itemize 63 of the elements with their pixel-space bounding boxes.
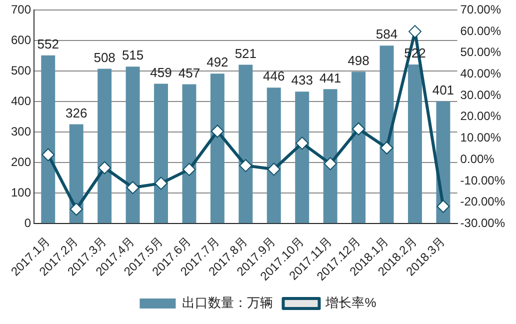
point bbox=[98, 161, 112, 174]
y2-tick-label: -20.00% bbox=[460, 194, 506, 209]
bar bbox=[238, 64, 253, 224]
bar bbox=[352, 72, 366, 224]
y2-tick-label: -10.00% bbox=[460, 173, 506, 188]
data-label: 459 bbox=[150, 64, 172, 80]
legend-label: 出口数量：万辆 bbox=[182, 295, 274, 310]
data-label: 457 bbox=[178, 65, 200, 80]
bar bbox=[41, 55, 56, 224]
y-tick-label: 100 bbox=[10, 185, 32, 200]
point bbox=[239, 159, 252, 172]
data-label: 508 bbox=[94, 50, 116, 65]
data-label: 446 bbox=[263, 68, 285, 84]
legend-label: 增长率% bbox=[324, 295, 377, 310]
bar bbox=[380, 46, 394, 224]
y-tick-label: 600 bbox=[10, 33, 32, 48]
data-label: 584 bbox=[376, 26, 398, 42]
y-tick-label: 700 bbox=[10, 2, 32, 17]
point bbox=[267, 162, 280, 176]
point bbox=[408, 25, 422, 38]
point bbox=[380, 141, 394, 154]
bar bbox=[182, 84, 196, 224]
y2-tick-label: 60.00% bbox=[460, 24, 502, 38]
bar bbox=[323, 89, 338, 224]
data-label: 521 bbox=[234, 46, 257, 61]
y2-tick-label: 70.00% bbox=[460, 2, 502, 17]
data-label: 401 bbox=[432, 82, 454, 98]
data-label: 492 bbox=[206, 54, 228, 70]
y2-tick-label: 0.00% bbox=[460, 152, 495, 166]
y-tick-label: 0 bbox=[24, 216, 32, 230]
data-label: 515 bbox=[122, 48, 144, 63]
data-label: 441 bbox=[319, 70, 342, 86]
data-label: 552 bbox=[37, 36, 59, 52]
y2-tick-label: 30.00% bbox=[460, 88, 502, 102]
bar bbox=[126, 66, 140, 224]
y2-tick-label: -30.00% bbox=[460, 216, 506, 230]
point bbox=[126, 181, 140, 194]
point bbox=[70, 202, 83, 216]
point bbox=[210, 124, 224, 138]
bar bbox=[210, 74, 224, 224]
bar bbox=[408, 64, 422, 224]
bar bbox=[266, 88, 281, 224]
point bbox=[324, 157, 337, 170]
point bbox=[352, 122, 366, 136]
bar bbox=[295, 92, 310, 224]
bar bbox=[98, 68, 112, 224]
point bbox=[182, 162, 196, 176]
data-label: 498 bbox=[348, 52, 370, 68]
data-label: 326 bbox=[66, 105, 88, 120]
y2-tick-label: 10.00% bbox=[460, 130, 502, 145]
point bbox=[154, 176, 168, 190]
data-label: 433 bbox=[291, 72, 313, 88]
y-tick-label: 300 bbox=[10, 124, 32, 138]
y-tick-label: 200 bbox=[10, 154, 32, 169]
y2-tick-label: 40.00% bbox=[460, 66, 502, 81]
y-tick-label: 400 bbox=[10, 94, 32, 108]
bar bbox=[154, 84, 168, 224]
y2-tick-label: 50.00% bbox=[460, 45, 502, 60]
y2-tick-label: 20.00% bbox=[460, 109, 502, 124]
point bbox=[42, 148, 55, 162]
point bbox=[296, 136, 309, 150]
point bbox=[436, 200, 450, 213]
y-tick-label: 500 bbox=[10, 64, 32, 78]
